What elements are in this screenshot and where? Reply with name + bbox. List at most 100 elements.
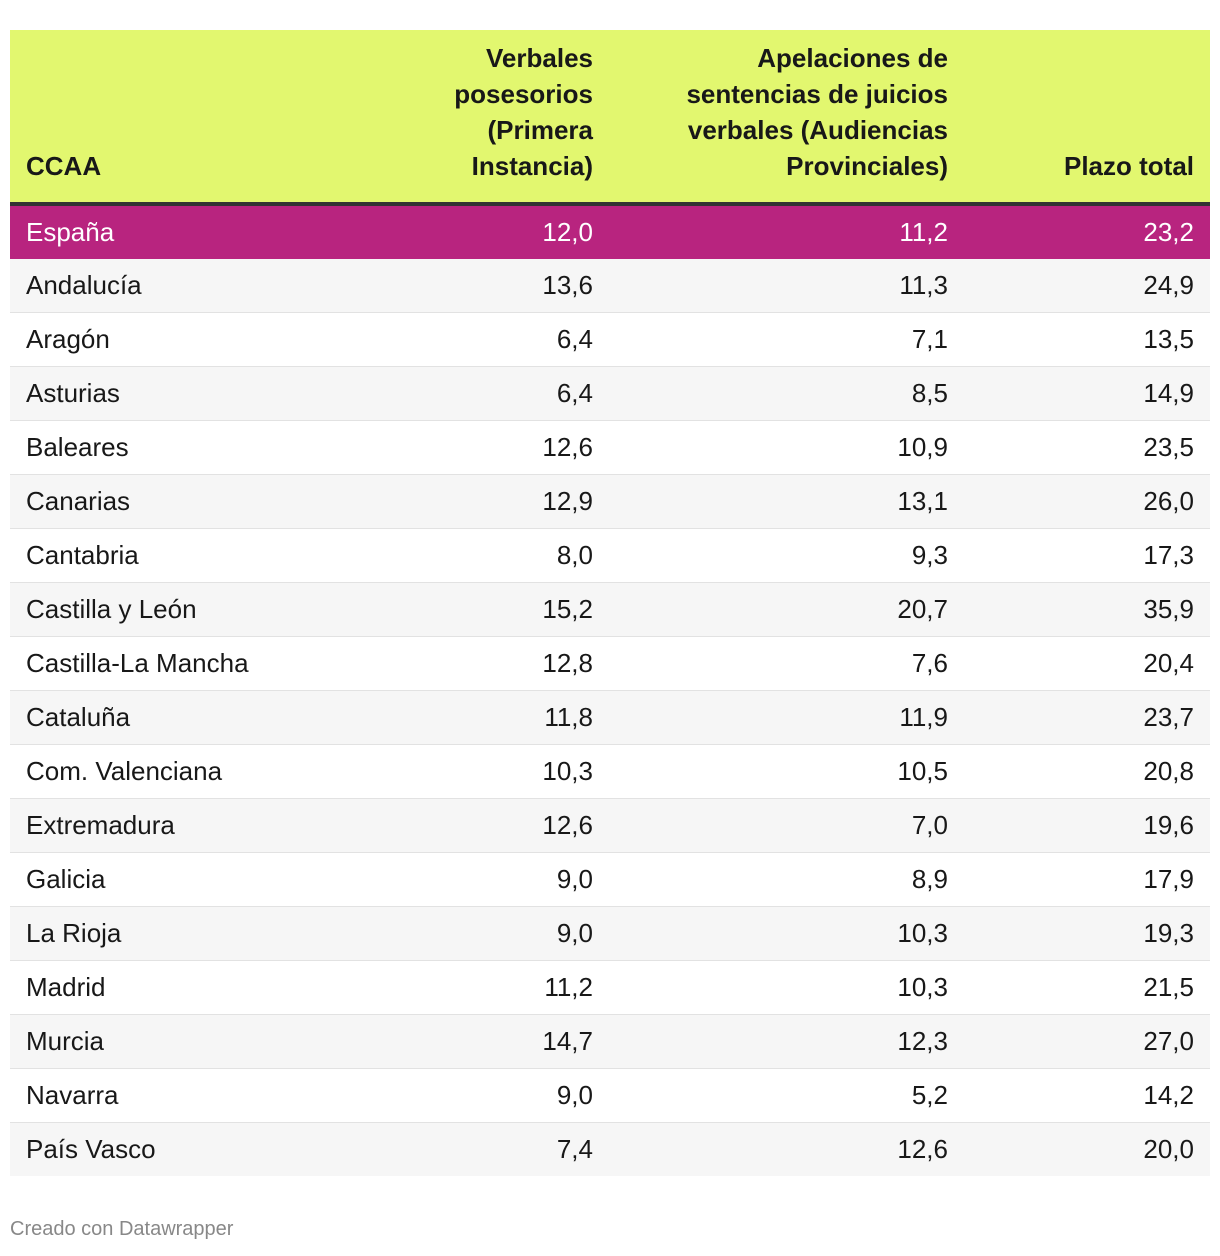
table-row: País Vasco 7,4 12,6 20,0 [10, 1122, 1210, 1176]
table-cell-plazo-total: 23,5 [964, 420, 1210, 475]
table-row: Asturias 6,4 8,5 14,9 [10, 366, 1210, 421]
table-cell-apelaciones: 7,1 [609, 312, 964, 367]
table-cell-plazo-total: 13,5 [964, 312, 1210, 367]
table-cell-apelaciones: 7,0 [609, 798, 964, 853]
table-row: Murcia 14,7 12,3 27,0 [10, 1014, 1210, 1069]
table-cell-verbales-posesorios: 13,6 [420, 258, 609, 313]
table-cell-apelaciones: 5,2 [609, 1068, 964, 1123]
table-row: España 12,0 11,2 23,2 [10, 204, 1210, 259]
table-cell-verbales-posesorios: 6,4 [420, 366, 609, 421]
table-header: CCAA Verbales posesorios (Primera Instan… [10, 30, 1210, 206]
table-cell-ccaa: Cantabria [10, 528, 420, 583]
table-cell-plazo-total: 20,8 [964, 744, 1210, 799]
table-cell-ccaa: Andalucía [10, 258, 420, 313]
table-cell-ccaa: País Vasco [26, 1134, 156, 1165]
table-body: España 12,0 11,2 23,2 Andalucía 13,6 11,3 24,9 A… [10, 204, 1210, 1176]
table-cell-plazo-total: 21,5 [964, 960, 1210, 1015]
column-header-ccaa[interactable]: CCAA [10, 30, 420, 206]
table-row: Castilla y León 15,2 20,7 35,9 [10, 582, 1210, 637]
table-cell-apelaciones: 12,3 [609, 1014, 964, 1069]
column-header-plazo-total[interactable]: Plazo total [964, 30, 1210, 206]
table-cell-apelaciones: 11,3 [609, 258, 964, 313]
table-cell-ccaa: Asturias [10, 366, 420, 421]
table-cell-verbales-posesorios: 12,0 [420, 204, 609, 259]
table-cell-ccaa: Extremadura [10, 798, 420, 853]
table-cell-apelaciones: 11,9 [609, 690, 964, 745]
table-cell-verbales-posesorios: 6,4 [420, 312, 609, 367]
table-cell-plazo-total: 23,7 [964, 690, 1210, 745]
table-cell-plazo-total: 17,3 [964, 528, 1210, 583]
table-cell-apelaciones: 13,1 [609, 474, 964, 529]
column-header-apelaciones[interactable]: Apelaciones de sentencias de juicios ver… [609, 30, 964, 206]
table-row: Canarias 12,9 13,1 26,0 [10, 474, 1210, 529]
column-header-verbales-posesorios[interactable]: Verbales posesorios (Primera Instancia) [420, 30, 609, 206]
table-cell-plazo-total: 14,2 [964, 1068, 1210, 1123]
table-cell-apelaciones: 8,5 [609, 366, 964, 421]
table-cell-verbales-posesorios: 12,8 [420, 636, 609, 691]
table-row: Aragón 6,4 7,1 13,5 [10, 312, 1210, 367]
table-row: Com. Valenciana 10,3 10,5 20,8 [10, 744, 1210, 799]
table-cell-apelaciones: 20,7 [609, 582, 964, 637]
table-cell-apelaciones: 9,3 [609, 528, 964, 583]
table-cell-verbales-posesorios: 12,6 [420, 420, 609, 475]
table-row: Galicia 9,0 8,9 17,9 [10, 852, 1210, 907]
table-cell-ccaa: Navarra [10, 1068, 420, 1123]
table-cell-plazo-total: 20,4 [964, 636, 1210, 691]
table-cell-plazo-total: 17,9 [964, 852, 1210, 907]
table-row: Andalucía 13,6 11,3 24,9 [10, 258, 1210, 313]
table-row: Cantabria 8,0 9,3 17,3 [10, 528, 1210, 583]
table-row: Navarra 9,0 5,2 14,2 [10, 1068, 1210, 1123]
table-cell-verbales-posesorios: 12,9 [420, 474, 609, 529]
table-cell-apelaciones: 10,3 [609, 906, 964, 961]
table-cell-verbales-posesorios: 15,2 [420, 582, 609, 637]
table-cell-plazo-total: 35,9 [964, 582, 1210, 637]
table-cell-ccaa: Castilla y León [10, 582, 420, 637]
table-cell-plazo-total: 20,0 [1143, 1134, 1194, 1165]
table-cell-verbales-posesorios: 14,7 [420, 1014, 609, 1069]
table-cell-ccaa: Madrid [10, 960, 420, 1015]
table-cell-plazo-total: 26,0 [964, 474, 1210, 529]
table-cell-plazo-total: 24,9 [964, 258, 1210, 313]
table-cell-verbales-posesorios: 11,2 [420, 960, 609, 1015]
table-row: Extremadura 12,6 7,0 19,6 [10, 798, 1210, 853]
table-cell-plazo-total: 14,9 [964, 366, 1210, 421]
table-cell-verbales-posesorios: 10,3 [420, 744, 609, 799]
table-cell-apelaciones: 11,2 [609, 204, 964, 259]
table-cell-ccaa: Castilla-La Mancha [10, 636, 420, 691]
table-cell-plazo-total: 27,0 [964, 1014, 1210, 1069]
table-cell-verbales-posesorios: 12,6 [420, 798, 609, 853]
table-cell-apelaciones: 10,5 [609, 744, 964, 799]
table-cell-verbales-posesorios: 11,8 [420, 690, 609, 745]
table-cell-ccaa: Galicia [10, 852, 420, 907]
table-cell-ccaa: Com. Valenciana [10, 744, 420, 799]
table-row: Cataluña 11,8 11,9 23,7 [10, 690, 1210, 745]
table-row: La Rioja 9,0 10,3 19,3 [10, 906, 1210, 961]
data-table: CCAA Verbales posesorios (Primera Instan… [10, 30, 1210, 1176]
table-cell-ccaa: Baleares [10, 420, 420, 475]
header-row: CCAA Verbales posesorios (Primera Instan… [10, 30, 1210, 206]
table-cell-plazo-total: 23,2 [964, 204, 1210, 259]
table-cell-ccaa: Cataluña [10, 690, 420, 745]
table-cell-apelaciones: 12,6 [897, 1134, 948, 1165]
table-row: Baleares 12,6 10,9 23,5 [10, 420, 1210, 475]
table-cell-verbales-posesorios: 9,0 [420, 1068, 609, 1123]
table-row: Castilla-La Mancha 12,8 7,6 20,4 [10, 636, 1210, 691]
table-cell-ccaa: Murcia [10, 1014, 420, 1069]
table-cell-plazo-total: 19,6 [964, 798, 1210, 853]
table-container: CCAA Verbales posesorios (Primera Instan… [10, 30, 1210, 1176]
table-cell-verbales-posesorios: 9,0 [420, 852, 609, 907]
table-cell-apelaciones: 7,6 [609, 636, 964, 691]
table-cell-apelaciones: 10,9 [609, 420, 964, 475]
table-cell-ccaa: Aragón [10, 312, 420, 367]
table-cell-apelaciones: 8,9 [609, 852, 964, 907]
table-cell-verbales-posesorios: 8,0 [420, 528, 609, 583]
table-cell-plazo-total: 19,3 [964, 906, 1210, 961]
table-cell-ccaa: La Rioja [10, 906, 420, 961]
table-cell-apelaciones: 10,3 [609, 960, 964, 1015]
table-row: Madrid 11,2 10,3 21,5 [10, 960, 1210, 1015]
table-cell-ccaa: España [10, 204, 420, 259]
table-cell-ccaa: Canarias [10, 474, 420, 529]
table-cell-verbales-posesorios: 7,4 [556, 1134, 593, 1165]
table-cell-verbales-posesorios: 9,0 [420, 906, 609, 961]
datawrapper-credit[interactable]: Creado con Datawrapper [10, 1218, 234, 1240]
